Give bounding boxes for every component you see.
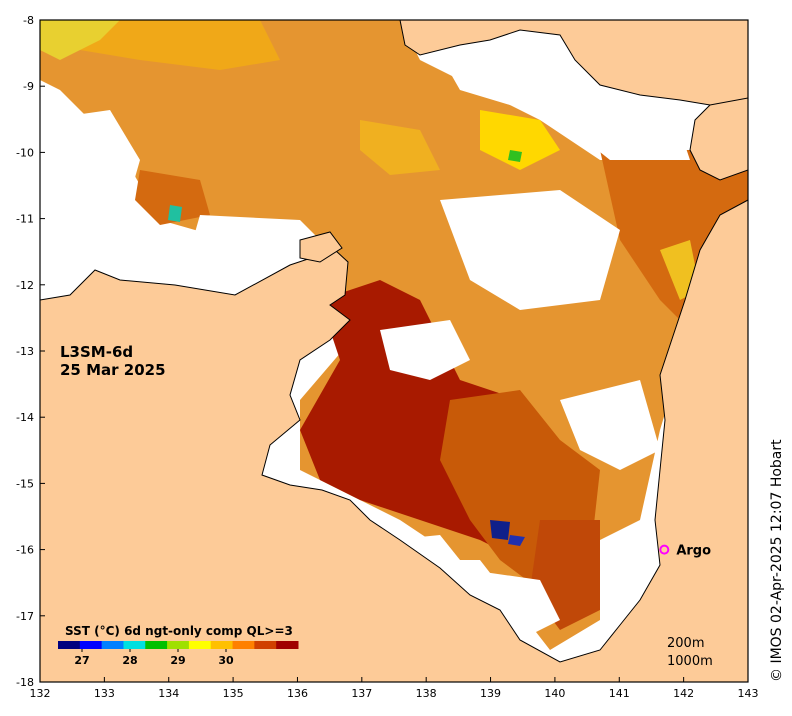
lon-tick-label: 133 (94, 687, 115, 700)
colorbar-segment (123, 641, 146, 649)
product-title: L3SM-6d (60, 343, 133, 361)
colorbar-segment (254, 641, 277, 649)
lon-tick-label: 142 (673, 687, 694, 700)
colorbar-tick-label: 30 (218, 654, 234, 667)
lat-tick-label: -8 (23, 14, 34, 27)
lat-tick-label: -17 (16, 610, 34, 623)
colorbar-segment (58, 641, 81, 649)
colorbar-segment (145, 641, 168, 649)
land (40, 20, 748, 682)
lat-tick-label: -18 (16, 676, 34, 689)
lon-tick-label: 141 (609, 687, 630, 700)
colorbar (58, 641, 299, 649)
credit-text: © IMOS 02-Apr-2025 12:07 Hobart (769, 439, 785, 682)
colorbar-tick-label: 28 (122, 654, 137, 667)
colorbar-segment (276, 641, 299, 649)
colorbar-ticks: 27 28 29 30 (74, 649, 234, 667)
colorbar-segment (79, 641, 103, 649)
lon-tick-label: 134 (158, 687, 179, 700)
colorbar-segment (232, 641, 255, 649)
lon-tick-label: 143 (738, 687, 759, 700)
colorbar-segment (167, 641, 190, 649)
lon-tick-label: 140 (544, 687, 565, 700)
lon-tick-label: 136 (287, 687, 308, 700)
colorbar-tick-label: 27 (74, 654, 89, 667)
argo-float-marker[interactable] (659, 544, 670, 555)
depth-label-200m: 200m (667, 636, 704, 651)
colorbar-title: SST (°C) 6d ngt-only comp QL>=3 (65, 624, 293, 638)
lat-tick-label: -10 (16, 146, 34, 159)
lon-tick-label: 139 (480, 687, 501, 700)
lon-tick-label: 137 (351, 687, 372, 700)
lat-tick-label: -14 (16, 411, 34, 424)
argo-label: Argo (676, 544, 711, 559)
colorbar-tick-label: 29 (170, 654, 185, 667)
depth-label-1000m: 1000m (667, 654, 713, 669)
colorbar-segment (101, 641, 124, 649)
lat-tick-label: -9 (23, 80, 34, 93)
lon-tick-label: 138 (416, 687, 437, 700)
colorbar-segment (210, 641, 234, 649)
lat-tick-label: -13 (16, 345, 34, 358)
lat-tick-label: -15 (16, 477, 34, 490)
date-title: 25 Mar 2025 (60, 361, 166, 379)
lat-tick-label: -12 (16, 279, 34, 292)
lat-tick-label: -16 (16, 544, 34, 557)
colorbar-segment (188, 641, 212, 649)
no-data-gaps (40, 20, 690, 640)
map-content (40, 20, 748, 682)
lon-tick-label: 132 (30, 687, 51, 700)
axis-labels: 132 133 134 135 136 137 138 139 140 141 142 143 -8 -9… (16, 14, 758, 700)
lon-tick-label: 135 (223, 687, 244, 700)
lat-tick-label: -11 (16, 213, 34, 226)
